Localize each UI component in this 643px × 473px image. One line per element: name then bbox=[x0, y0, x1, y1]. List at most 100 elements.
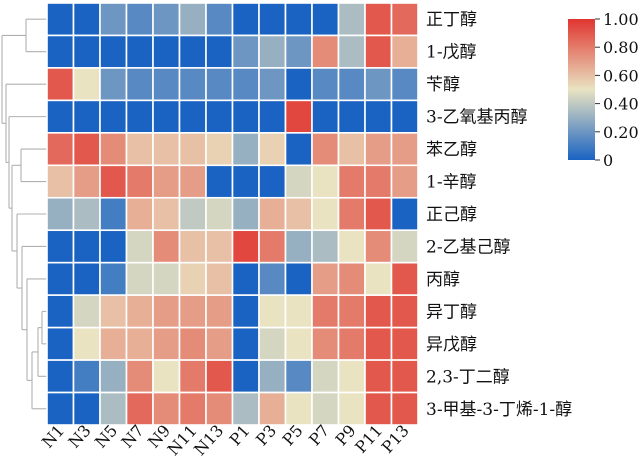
heatmap-cell bbox=[72, 67, 101, 102]
heatmap-cell bbox=[258, 164, 287, 199]
heatmap-cell bbox=[364, 294, 393, 329]
heatmap-cell bbox=[231, 391, 260, 426]
heatmap-cell bbox=[46, 99, 75, 134]
heatmap-cell bbox=[99, 229, 128, 264]
heatmap-cell bbox=[390, 99, 419, 134]
heatmap-cell bbox=[178, 229, 207, 264]
column-label: P13 bbox=[378, 421, 413, 457]
heatmap-cell bbox=[125, 99, 154, 134]
heatmap-cell bbox=[258, 2, 287, 37]
heatmap-cell bbox=[311, 132, 340, 167]
heatmap-cell bbox=[258, 261, 287, 296]
heatmap-cell bbox=[205, 359, 234, 394]
heatmap-cell bbox=[125, 326, 154, 361]
row-label: 丙醇 bbox=[426, 270, 460, 290]
heatmap-cell bbox=[125, 359, 154, 394]
row-label: 苯乙醇 bbox=[426, 140, 477, 160]
heatmap-cell bbox=[46, 326, 75, 361]
heatmap-cell bbox=[125, 34, 154, 69]
heatmap-cell bbox=[284, 67, 313, 102]
heatmap-cell bbox=[311, 196, 340, 232]
heatmap-cell bbox=[152, 132, 181, 167]
heatmap-cell bbox=[178, 326, 207, 361]
heatmap-cell bbox=[284, 99, 313, 134]
heatmap-cell bbox=[178, 132, 207, 167]
heatmap-cell bbox=[205, 34, 234, 69]
colorbar-tick-label: 0.60 bbox=[603, 66, 639, 85]
heatmap-cell bbox=[125, 2, 154, 37]
heatmap-cell bbox=[311, 359, 340, 394]
heatmap-cell bbox=[258, 196, 287, 232]
heatmap-cell bbox=[284, 261, 313, 296]
heatmap-cell bbox=[390, 196, 419, 232]
heatmap-cell bbox=[72, 34, 101, 69]
heatmap-cell bbox=[178, 99, 207, 134]
heatmap-cell bbox=[337, 326, 366, 361]
heatmap-cell bbox=[231, 132, 260, 167]
heatmap-cell bbox=[258, 34, 287, 69]
heatmap-cell bbox=[311, 261, 340, 296]
heatmap-cell bbox=[390, 229, 419, 264]
heatmap-cell bbox=[99, 196, 128, 232]
heatmap-cell bbox=[152, 67, 181, 102]
heatmap-cell bbox=[46, 261, 75, 296]
heatmap-cell bbox=[311, 391, 340, 426]
heatmap-cell bbox=[178, 391, 207, 426]
heatmap-cell bbox=[205, 229, 234, 264]
heatmap-cell bbox=[364, 34, 393, 69]
heatmap-cell bbox=[364, 229, 393, 264]
heatmap-cell bbox=[258, 294, 287, 329]
row-label: 1-戊醇 bbox=[426, 43, 477, 63]
heatmap-cell bbox=[390, 34, 419, 69]
heatmap-cell bbox=[311, 34, 340, 69]
heatmap-cell bbox=[231, 67, 260, 102]
heatmap-cell bbox=[99, 67, 128, 102]
heatmap-cell bbox=[364, 359, 393, 394]
heatmap-cell bbox=[152, 294, 181, 329]
heatmap-cell bbox=[99, 132, 128, 167]
heatmap-cell bbox=[72, 196, 101, 232]
heatmap-cell bbox=[284, 2, 313, 37]
heatmap-cell bbox=[284, 196, 313, 232]
heatmap-cell bbox=[231, 359, 260, 394]
heatmap-cell bbox=[46, 34, 75, 69]
heatmap-cell bbox=[152, 164, 181, 199]
heatmap-cell bbox=[364, 2, 393, 37]
colorbar-tick-label: 0 bbox=[603, 151, 613, 170]
row-label: 2-乙基己醇 bbox=[426, 237, 511, 257]
heatmap-cell bbox=[364, 261, 393, 296]
heatmap-cell bbox=[205, 261, 234, 296]
heatmap-cell bbox=[178, 196, 207, 232]
row-label: 3-乙氧基丙醇 bbox=[426, 108, 528, 128]
row-label: 异丁醇 bbox=[426, 302, 477, 322]
colorbar-tick-label: 0.40 bbox=[603, 95, 639, 114]
heatmap-cell bbox=[364, 67, 393, 102]
heatmap-cell bbox=[364, 196, 393, 232]
heatmap-cell bbox=[125, 67, 154, 102]
heatmap-cell bbox=[337, 261, 366, 296]
heatmap-cell bbox=[231, 326, 260, 361]
heatmap-cell bbox=[125, 294, 154, 329]
heatmap-cell bbox=[72, 326, 101, 361]
heatmap-cell bbox=[337, 164, 366, 199]
heatmap-cell bbox=[337, 2, 366, 37]
heatmap-cell bbox=[337, 34, 366, 69]
heatmap-cell bbox=[99, 359, 128, 394]
heatmap-cell bbox=[231, 196, 260, 232]
heatmap-cell bbox=[311, 164, 340, 199]
heatmap-cell bbox=[364, 132, 393, 167]
heatmap-cell bbox=[337, 67, 366, 102]
heatmap-cell bbox=[99, 294, 128, 329]
heatmap-cell bbox=[390, 326, 419, 361]
heatmap-cell bbox=[99, 326, 128, 361]
heatmap-cell bbox=[284, 132, 313, 167]
heatmap-cell bbox=[205, 294, 234, 329]
heatmap-cell bbox=[390, 164, 419, 199]
heatmap-cell bbox=[46, 359, 75, 394]
heatmap-cell bbox=[284, 391, 313, 426]
heatmap-cell bbox=[258, 229, 287, 264]
heatmap-cell bbox=[390, 261, 419, 296]
heatmap-cell bbox=[125, 196, 154, 232]
heatmap-cell bbox=[72, 261, 101, 296]
